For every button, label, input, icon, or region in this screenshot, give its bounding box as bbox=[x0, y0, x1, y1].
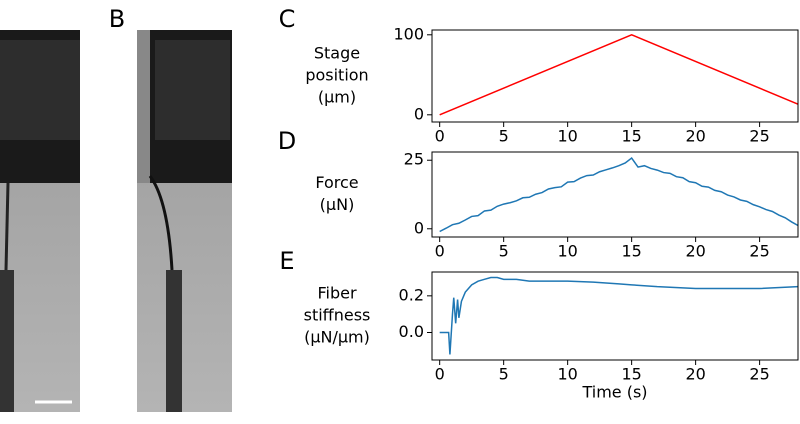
x-tick-label: 10 bbox=[557, 365, 577, 384]
x-tick-label: 25 bbox=[749, 242, 769, 261]
y-tick-label: 0.2 bbox=[399, 285, 424, 304]
axes-frame bbox=[431, 29, 799, 123]
y-axis-label: position bbox=[305, 66, 368, 85]
data-line bbox=[439, 33, 799, 116]
axes-frame bbox=[431, 271, 799, 361]
y-axis-label: (µN/µm) bbox=[304, 328, 370, 347]
photo-a bbox=[0, 30, 80, 412]
panel-label: C bbox=[279, 5, 296, 33]
y-axis-label: Stage bbox=[314, 44, 360, 63]
x-tick-label: 5 bbox=[499, 365, 509, 384]
photo-b bbox=[137, 30, 232, 412]
x-tick-label: 15 bbox=[621, 365, 641, 384]
x-tick-label: 15 bbox=[621, 242, 641, 261]
x-tick-label: 25 bbox=[749, 127, 769, 146]
y-tick-label: 0 bbox=[414, 218, 424, 237]
y-axis-label: (µN) bbox=[320, 195, 355, 214]
panel-label: E bbox=[279, 247, 294, 275]
x-tick-label: 10 bbox=[557, 242, 577, 261]
x-tick-label: 0 bbox=[435, 242, 445, 261]
y-axis-label: stiffness bbox=[304, 306, 371, 325]
x-tick-label: 20 bbox=[685, 127, 705, 146]
axes-frame bbox=[431, 151, 799, 238]
x-tick-label: 15 bbox=[621, 127, 641, 146]
y-tick-label: 100 bbox=[393, 24, 424, 43]
y-tick-label: 0 bbox=[414, 104, 424, 123]
x-tick-label: 0 bbox=[435, 365, 445, 384]
x-tick-label: 5 bbox=[499, 127, 509, 146]
y-tick-label: 25 bbox=[404, 150, 424, 169]
panel-label: B bbox=[109, 5, 125, 33]
x-tick-label: 5 bbox=[499, 242, 509, 261]
x-tick-label: 10 bbox=[557, 127, 577, 146]
data-line bbox=[439, 156, 799, 233]
x-tick-label: 0 bbox=[435, 127, 445, 146]
panel-label: D bbox=[278, 127, 296, 155]
y-axis-label: Force bbox=[315, 173, 358, 192]
x-tick-label: 20 bbox=[685, 242, 705, 261]
y-axis-label: Fiber bbox=[317, 284, 356, 303]
data-line bbox=[439, 276, 799, 355]
x-axis-label: Time (s) bbox=[581, 383, 647, 402]
y-tick-label: 0.0 bbox=[399, 322, 424, 341]
x-tick-label: 20 bbox=[685, 365, 705, 384]
x-tick-label: 25 bbox=[749, 365, 769, 384]
y-axis-label: (µm) bbox=[318, 88, 356, 107]
